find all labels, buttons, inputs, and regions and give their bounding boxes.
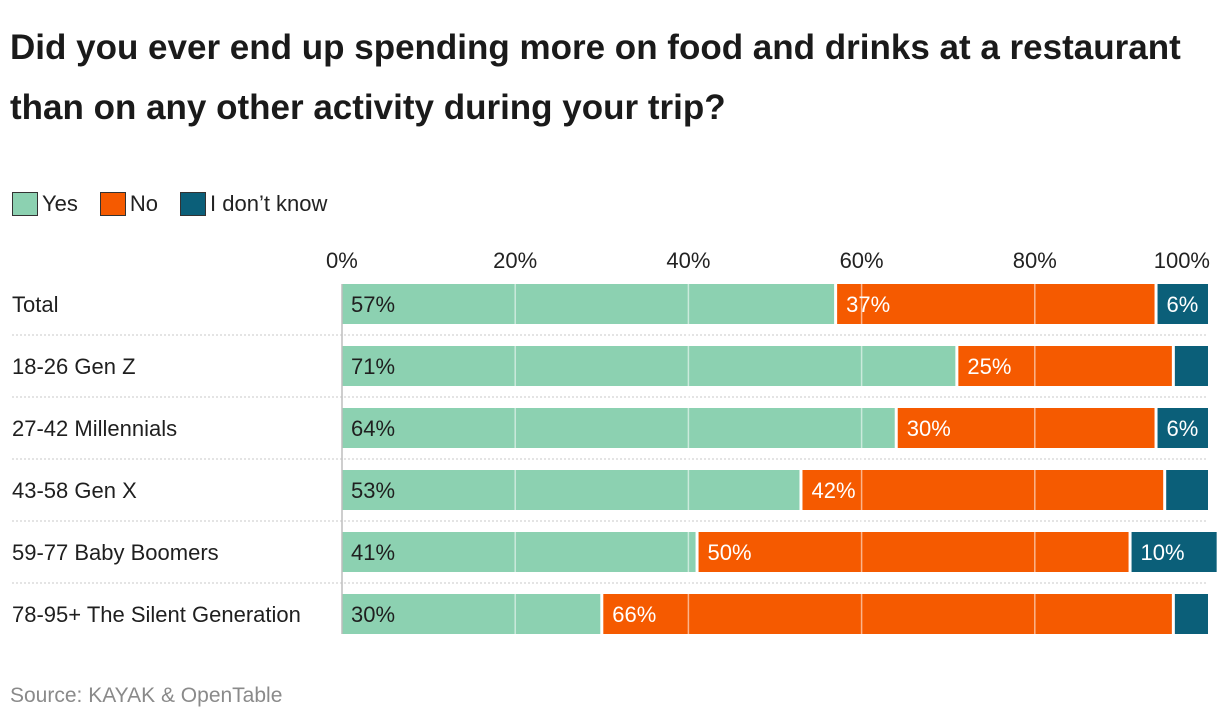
legend-item-dont-know: I don’t know — [180, 191, 327, 217]
bar-segment — [1174, 346, 1208, 386]
bar-segment — [342, 470, 800, 510]
legend-swatch-yes — [12, 192, 38, 216]
bar-segment — [897, 408, 1155, 448]
bar-segment — [603, 594, 1172, 634]
legend-swatch-dont-know — [180, 192, 207, 216]
x-tick-label: 100% — [1154, 248, 1210, 273]
legend: Yes No I don’t know — [12, 190, 349, 218]
category-label: 43-58 Gen X — [12, 478, 137, 503]
category-label: 78-95+ The Silent Generation — [12, 602, 301, 627]
stacked-bar-chart: 0% 20% 40% 60% 80% 100% Total 57% 37% 6% 18-26 Gen… — [12, 248, 1217, 634]
data-label: 25% — [967, 354, 1011, 379]
bar-segment — [1157, 284, 1208, 324]
bar-segment — [342, 408, 895, 448]
legend-item-no: No — [99, 191, 159, 217]
data-label: 50% — [708, 540, 752, 565]
data-label: 42% — [811, 478, 855, 503]
bar-segment — [342, 284, 835, 324]
data-label: 10% — [1141, 540, 1185, 565]
data-label: 6% — [1167, 292, 1199, 317]
bar-segment — [342, 594, 601, 634]
bar-segment — [958, 346, 1172, 386]
bar-segment — [342, 532, 696, 572]
category-label: 59-77 Baby Boomers — [12, 540, 219, 565]
data-label: 41% — [351, 540, 395, 565]
x-tick-label: 20% — [493, 248, 537, 273]
bar-segment — [1174, 594, 1208, 634]
data-label: 57% — [351, 292, 395, 317]
chart-title: Did you ever end up spending more on foo… — [10, 28, 1181, 127]
bar-segment — [342, 346, 956, 386]
data-label: 30% — [351, 602, 395, 627]
category-label: Total — [12, 292, 58, 317]
x-tick-label: 80% — [1013, 248, 1057, 273]
x-tick-label: 0% — [326, 248, 358, 273]
x-tick-label: 40% — [666, 248, 710, 273]
bar-segment — [698, 532, 1129, 572]
data-label: 66% — [612, 602, 656, 627]
legend-label-dont-know: I don’t know — [210, 191, 328, 216]
bar-segment — [1157, 408, 1208, 448]
bar-segment — [837, 284, 1155, 324]
category-label: 27-42 Millennials — [12, 416, 177, 441]
data-label: 37% — [846, 292, 890, 317]
data-label: 64% — [351, 416, 395, 441]
bar-segment — [802, 470, 1164, 510]
legend-label-no: No — [129, 191, 159, 216]
bar-segment — [1131, 532, 1217, 572]
legend-swatch-no — [99, 192, 126, 216]
legend-item-yes: Yes — [12, 191, 78, 217]
data-label: 71% — [351, 354, 395, 379]
legend-label-yes: Yes — [42, 191, 78, 216]
source-note: Source: KAYAK & OpenTable — [10, 684, 283, 707]
x-tick-label: 60% — [840, 248, 884, 273]
category-label: 18-26 Gen Z — [12, 354, 136, 379]
data-label: 30% — [907, 416, 951, 441]
bar-segment — [1166, 470, 1208, 510]
data-label: 6% — [1167, 416, 1199, 441]
data-label: 53% — [351, 478, 395, 503]
